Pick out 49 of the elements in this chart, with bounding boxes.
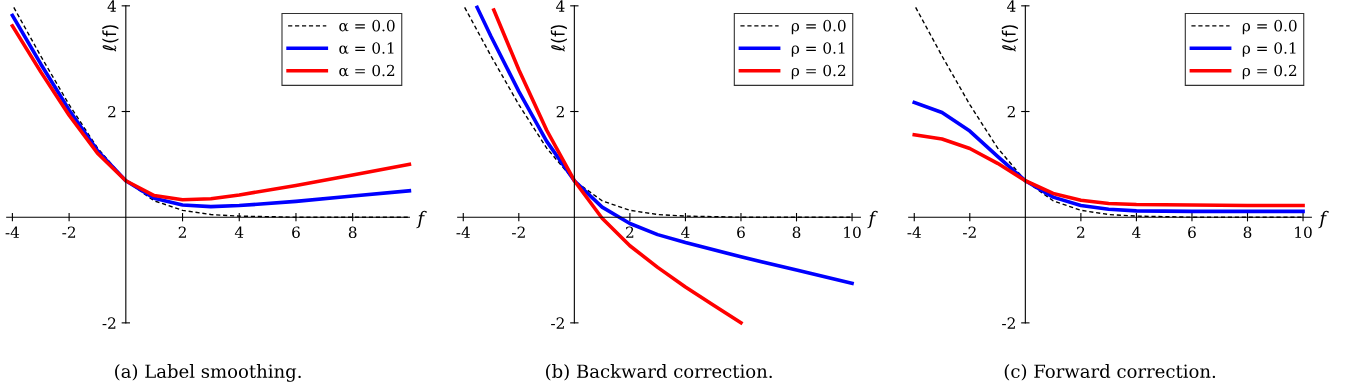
x-tick-label: 6: [1188, 226, 1196, 239]
legend-label: ρ = 0.1: [791, 42, 845, 57]
legend-label: ρ = 0.0: [1242, 19, 1297, 35]
x-tick-label: 4: [234, 226, 244, 238]
text: (c) Forward correction.: [1004, 364, 1216, 381]
legend-label: α = 0.1: [339, 42, 394, 54]
y-tick-label: -2: [1002, 317, 1015, 329]
line-series: [912, 132, 1305, 208]
x-tick-label: -4: [456, 226, 470, 238]
x-tick-label: 10: [844, 226, 861, 239]
y-tick-label: 4: [107, 0, 117, 12]
x-tick-label: 8: [348, 226, 357, 239]
x-tick-label: 2: [178, 226, 186, 238]
x-tick-label: 2: [626, 226, 634, 238]
x-tick-label: 4: [1132, 226, 1141, 238]
text: (b) Backward correction.: [546, 364, 772, 381]
x-tick-label: 8: [792, 226, 801, 239]
y-axis-title: ℓ(f): [1001, 25, 1018, 52]
x-tick-label: -2: [512, 226, 525, 238]
x-axis-title: f: [867, 210, 878, 229]
x-tick-label: 8: [1243, 226, 1252, 239]
y-tick-label: 2: [108, 105, 116, 118]
x-tick-label: 6: [737, 226, 745, 239]
y-tick-label: 4: [556, 0, 565, 12]
x-tick-label: -4: [907, 226, 921, 238]
legend-label: ρ = 0.2: [1242, 64, 1297, 80]
x-tick-label: -4: [5, 226, 20, 238]
y-tick-label: -2: [551, 317, 564, 329]
legend-label: ρ = 0.0: [791, 19, 846, 35]
legend-label: ρ = 0.1: [1242, 42, 1296, 57]
legend-label: α = 0.2: [339, 64, 395, 77]
x-axis-title: f: [1318, 210, 1329, 229]
line-series: [912, 100, 1305, 214]
legend-label: ρ = 0.2: [791, 64, 846, 80]
x-axis-title: f: [416, 210, 427, 229]
y-tick-label: 4: [1007, 0, 1016, 12]
text: (a) Label smoothing.: [115, 364, 301, 382]
x-tick-label: 10: [1295, 226, 1312, 239]
x-tick-label: 2: [1077, 226, 1085, 238]
x-tick-label: 6: [292, 226, 300, 239]
y-tick-label: 2: [1007, 105, 1015, 118]
y-axis-title: ℓ(f): [102, 25, 119, 52]
y-tick-label: -2: [102, 317, 116, 329]
legend-label: α = 0.0: [339, 19, 395, 32]
x-tick-label: -2: [963, 226, 976, 238]
x-tick-label: -2: [62, 226, 76, 238]
x-tick-label: 4: [681, 226, 690, 238]
y-tick-label: 2: [556, 105, 564, 118]
y-axis-title: ℓ(f): [550, 25, 567, 52]
